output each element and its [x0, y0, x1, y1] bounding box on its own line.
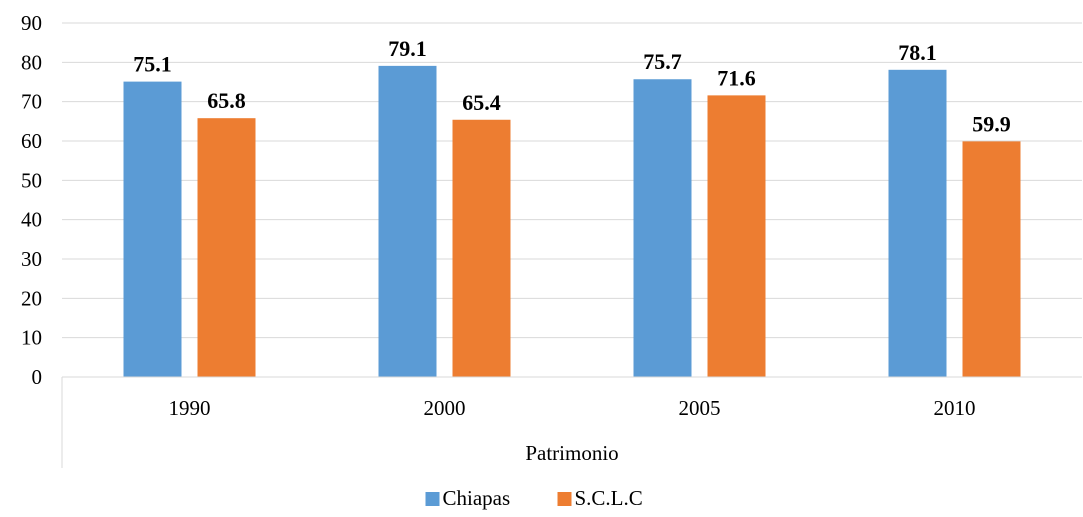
legend: Chiapas S.C.L.C: [425, 486, 643, 510]
data-label: 75.1: [133, 52, 172, 77]
bar-s-c-l-c-2000: [452, 119, 511, 377]
bar-s-c-l-c-1990: [197, 118, 256, 377]
data-labels: 75.1 65.8 79.1 65.4 75.7 71.6 78.1 59.9: [133, 36, 1011, 137]
legend-swatch: [557, 492, 572, 506]
x-tick-label: 2010: [934, 396, 976, 420]
x-tick-label: 1990: [169, 396, 211, 420]
bar-chiapas-1990: [123, 81, 182, 378]
data-label: 71.6: [717, 65, 756, 90]
y-tick-label: 80: [21, 50, 42, 74]
data-label: 59.9: [972, 111, 1011, 136]
data-label: 65.4: [462, 90, 501, 115]
y-tick-label: 90: [21, 11, 42, 35]
y-tick-label: 30: [21, 247, 42, 271]
x-axis: 1990 2000 2005 2010 Patrimonio: [61, 376, 1082, 468]
bar-s-c-l-c-2005: [707, 95, 766, 377]
bar-chiapas-2005: [633, 79, 692, 377]
y-tick-label: 10: [21, 326, 42, 350]
y-tick-label: 20: [21, 286, 42, 310]
bars: [123, 65, 1021, 378]
category-group-label: Patrimonio: [525, 441, 618, 465]
legend-label: Chiapas: [443, 486, 511, 510]
bar-chiapas-2000: [378, 65, 437, 377]
legend-label: S.C.L.C: [575, 486, 643, 510]
y-axis-ticks: 0 10 20 30 40 50 60 70 80 90: [21, 11, 42, 389]
y-tick-label: 0: [32, 365, 43, 389]
data-label: 65.8: [207, 88, 246, 113]
y-tick-label: 60: [21, 129, 42, 153]
y-tick-label: 50: [21, 168, 42, 192]
x-tick-label: 2005: [679, 396, 721, 420]
bar-chiapas-2010: [888, 69, 947, 377]
y-tick-label: 40: [21, 208, 42, 232]
bar-s-c-l-c-2010: [962, 141, 1021, 377]
data-label: 75.7: [643, 49, 682, 74]
y-tick-label: 70: [21, 90, 42, 114]
data-label: 79.1: [388, 36, 427, 61]
x-tick-label: 2000: [424, 396, 466, 420]
data-label: 78.1: [898, 40, 937, 65]
legend-swatch: [425, 492, 440, 506]
